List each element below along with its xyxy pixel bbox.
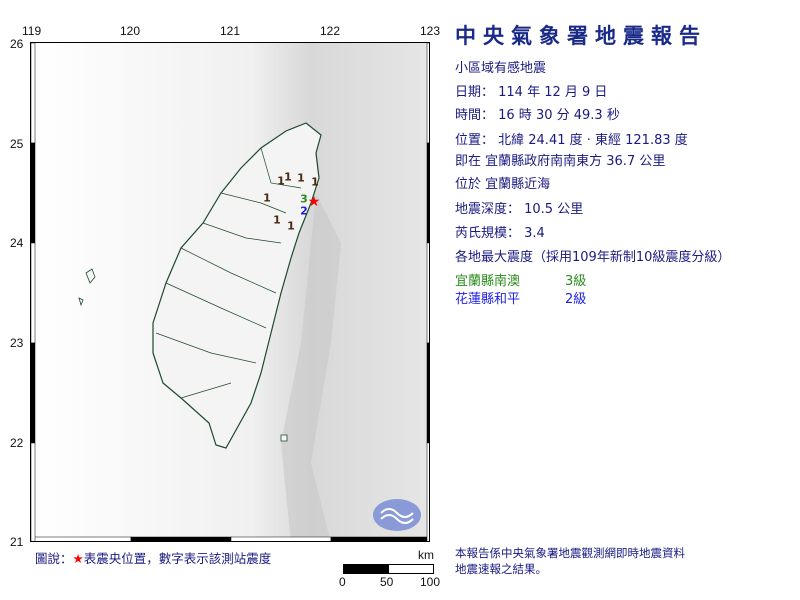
frame-tick-segment [426, 142, 429, 244]
intensity-place: 宜蘭縣南澳 [455, 274, 521, 289]
footer-line: 本報告係中央氣象署地震觀測網即時地震資料 [455, 546, 685, 560]
frame-tick-segment [31, 242, 36, 344]
penghu-islands [78, 268, 96, 307]
frame-tick-segment [230, 536, 332, 541]
star-icon: ★ [72, 551, 84, 566]
station-intensity-label: 1 [311, 176, 319, 189]
scale-tick: 100 [420, 575, 441, 589]
quake-type: 小區域有感地震 [455, 61, 547, 76]
station-intensity-label: 1 [287, 220, 295, 233]
frame-tick-segment [31, 536, 132, 541]
lat-tick: 22 [10, 436, 24, 450]
station-intensity-label: 3 [300, 193, 308, 206]
frame-tick-segment [31, 43, 36, 144]
frame-tick-segment [330, 536, 429, 541]
scale-unit: km [418, 548, 434, 562]
quake-relative-location: 即在 宜蘭縣政府南南東方 36.7 公里 [455, 154, 666, 169]
lat-tick: 21 [10, 535, 24, 549]
quake-time: 時間： 16 時 30 分 49.3 秒 [455, 108, 620, 123]
epicenter-star-icon: ★ [308, 194, 321, 210]
station-intensity-label: 1 [263, 192, 271, 205]
footer-line: 地震速報之結果。 [455, 562, 547, 576]
intensity-heading: 各地最大震度（採用109年新制10級震度分級） [455, 250, 731, 265]
green-island [280, 434, 288, 442]
map-canvas: 1 1 1 111 132 ★ [31, 43, 429, 541]
county-borders [155, 147, 302, 399]
frame-tick-segment [130, 536, 232, 541]
report-title: 中央氣象署地震報告 [455, 24, 707, 48]
frame-tick-segment [426, 442, 429, 541]
frame-tick-segment [31, 442, 36, 541]
quake-date: 日期： 114 年 12 月 9 日 [455, 85, 608, 100]
legend-prefix: 圖說： [35, 551, 73, 566]
intensity-level: 2級 [565, 292, 587, 307]
seafloor-ridge [281, 193, 341, 541]
report-footer-note: 本報告係中央氣象署地震觀測網即時地震資料 地震速報之結果。 [455, 545, 685, 577]
lon-tick: 120 [120, 24, 141, 38]
legend-text: 表震央位置，數字表示該測站震度 [83, 551, 272, 566]
station-intensity-label: 2 [300, 205, 308, 218]
frame-border-ticks [31, 43, 429, 541]
station-intensity-label: 1 [273, 214, 281, 227]
lat-tick: 24 [10, 236, 24, 250]
station-intensity-label: 1 [277, 175, 285, 188]
station-intensity-label: 1 [297, 172, 305, 185]
intensity-place: 花蓮縣和平 [455, 292, 521, 307]
lat-tick: 26 [10, 37, 24, 51]
lon-tick: 123 [420, 24, 441, 38]
quake-magnitude: 芮氏規模： 3.4 [455, 226, 545, 241]
taiwan-island [152, 122, 322, 449]
map-legend: 圖說：★表震央位置，數字表示該測站震度 [35, 548, 271, 567]
lon-tick: 122 [320, 24, 341, 38]
station-intensity-label: 1 [284, 171, 292, 184]
frame-tick-segment [31, 342, 36, 444]
frame-tick-segment [426, 43, 429, 144]
lon-tick: 121 [220, 24, 241, 38]
frame-tick-segment [426, 242, 429, 344]
cwa-logo [373, 499, 421, 531]
scale-black-segment [343, 564, 390, 574]
scale-tick: 0 [339, 575, 346, 589]
lat-tick: 25 [10, 137, 24, 151]
quake-area: 位於 宜蘭縣近海 [455, 177, 551, 192]
lon-tick: 119 [22, 24, 42, 38]
scale-tick: 50 [380, 575, 394, 589]
quake-location: 位置： 北緯 24.41 度 · 東經 121.83 度 [455, 133, 688, 148]
quake-depth: 地震深度： 10.5 公里 [455, 202, 584, 217]
station-layer: 1 1 1 111 132 [263, 171, 319, 233]
frame-tick-segment [426, 342, 429, 444]
intensity-level: 3級 [565, 274, 587, 289]
scale-white-segment [388, 564, 434, 574]
frame-tick-segment [31, 142, 36, 244]
lat-tick: 23 [10, 336, 24, 350]
